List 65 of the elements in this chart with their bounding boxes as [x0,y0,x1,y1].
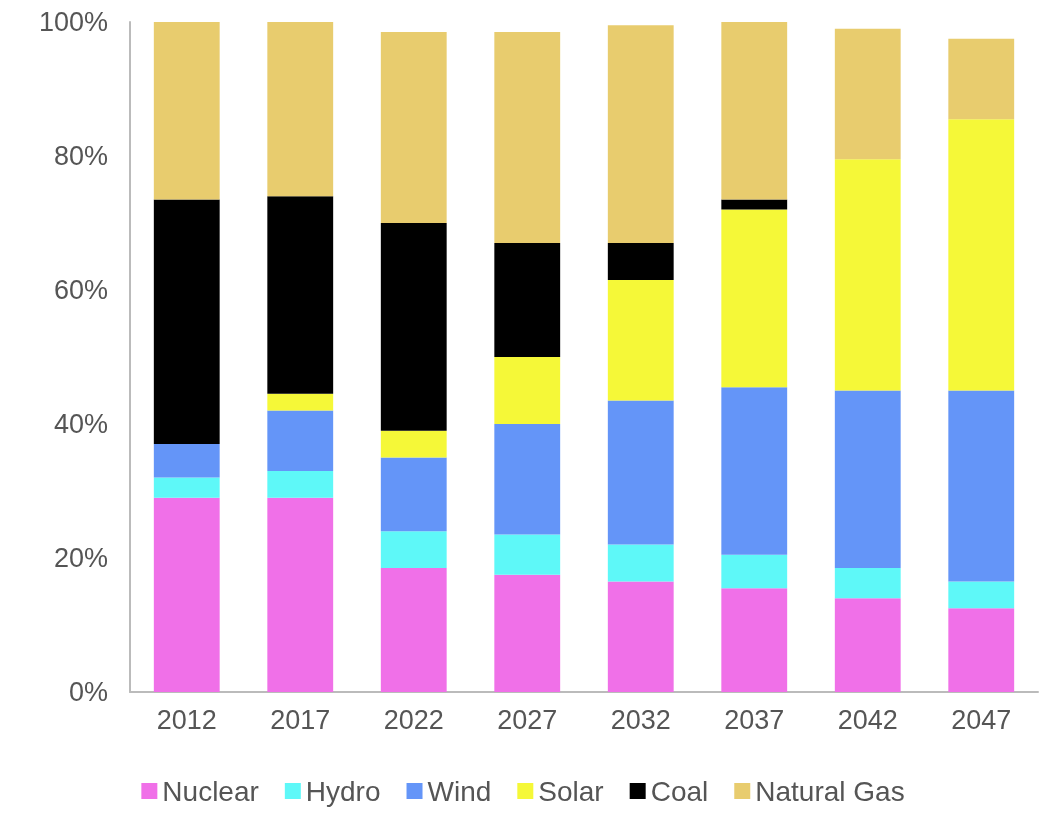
legend-label: Coal [650,775,709,807]
bar [607,279,674,401]
bar [494,357,561,424]
bar [948,581,1015,609]
y-tick-label: 20% [53,543,108,573]
bar [948,119,1015,391]
bar [267,393,334,411]
bar [380,531,447,569]
bar [380,457,447,532]
bar [380,32,447,223]
bar [607,544,674,582]
bar [153,444,220,478]
bar [267,470,334,498]
bar [834,28,901,160]
bar [607,25,674,244]
bar [380,430,447,458]
bar [494,243,561,357]
y-tick-label: 0% [68,677,108,707]
bar [721,554,788,589]
bar [494,424,561,535]
legend-label: Natural Gas [755,775,905,807]
x-tick-label: 2017 [270,704,331,735]
bar [721,209,788,388]
bar [267,497,334,692]
bar [721,22,788,200]
x-tick-label: 2032 [610,704,671,735]
y-tick-label: 60% [53,275,108,305]
bar [494,534,561,575]
bar [267,196,334,394]
bar [834,390,901,569]
bar [494,32,561,244]
x-tick-label: 2042 [837,704,898,735]
legend-label: Wind [427,775,492,807]
bar [153,477,220,498]
bar [607,400,674,545]
x-tick-label: 2037 [724,704,785,735]
bar [721,199,788,210]
bar [607,581,674,692]
bar [607,243,674,280]
bar [948,38,1015,120]
bar [153,199,220,445]
bar [948,390,1015,582]
y-tick-label: 100% [38,7,108,37]
bar [267,410,334,471]
x-tick-label: 2022 [383,704,444,735]
bar [494,574,561,692]
x-tick-label: 2047 [951,704,1012,735]
legend-label: Solar [538,775,604,807]
bar [153,22,220,200]
bar [380,223,447,431]
bar [721,387,788,555]
bar [834,159,901,391]
bar [948,608,1015,692]
bar [721,588,788,692]
y-tick-label: 40% [53,409,108,439]
x-tick-label: 2012 [156,704,217,735]
bar [267,22,334,197]
bar [153,497,220,692]
legend-label: Hydro [305,775,381,807]
bar [380,568,447,692]
y-tick-label: 80% [53,141,108,171]
bar [834,598,901,692]
x-tick-label: 2027 [497,704,558,735]
legend-label: Nuclear [162,775,259,807]
bar [834,568,901,599]
